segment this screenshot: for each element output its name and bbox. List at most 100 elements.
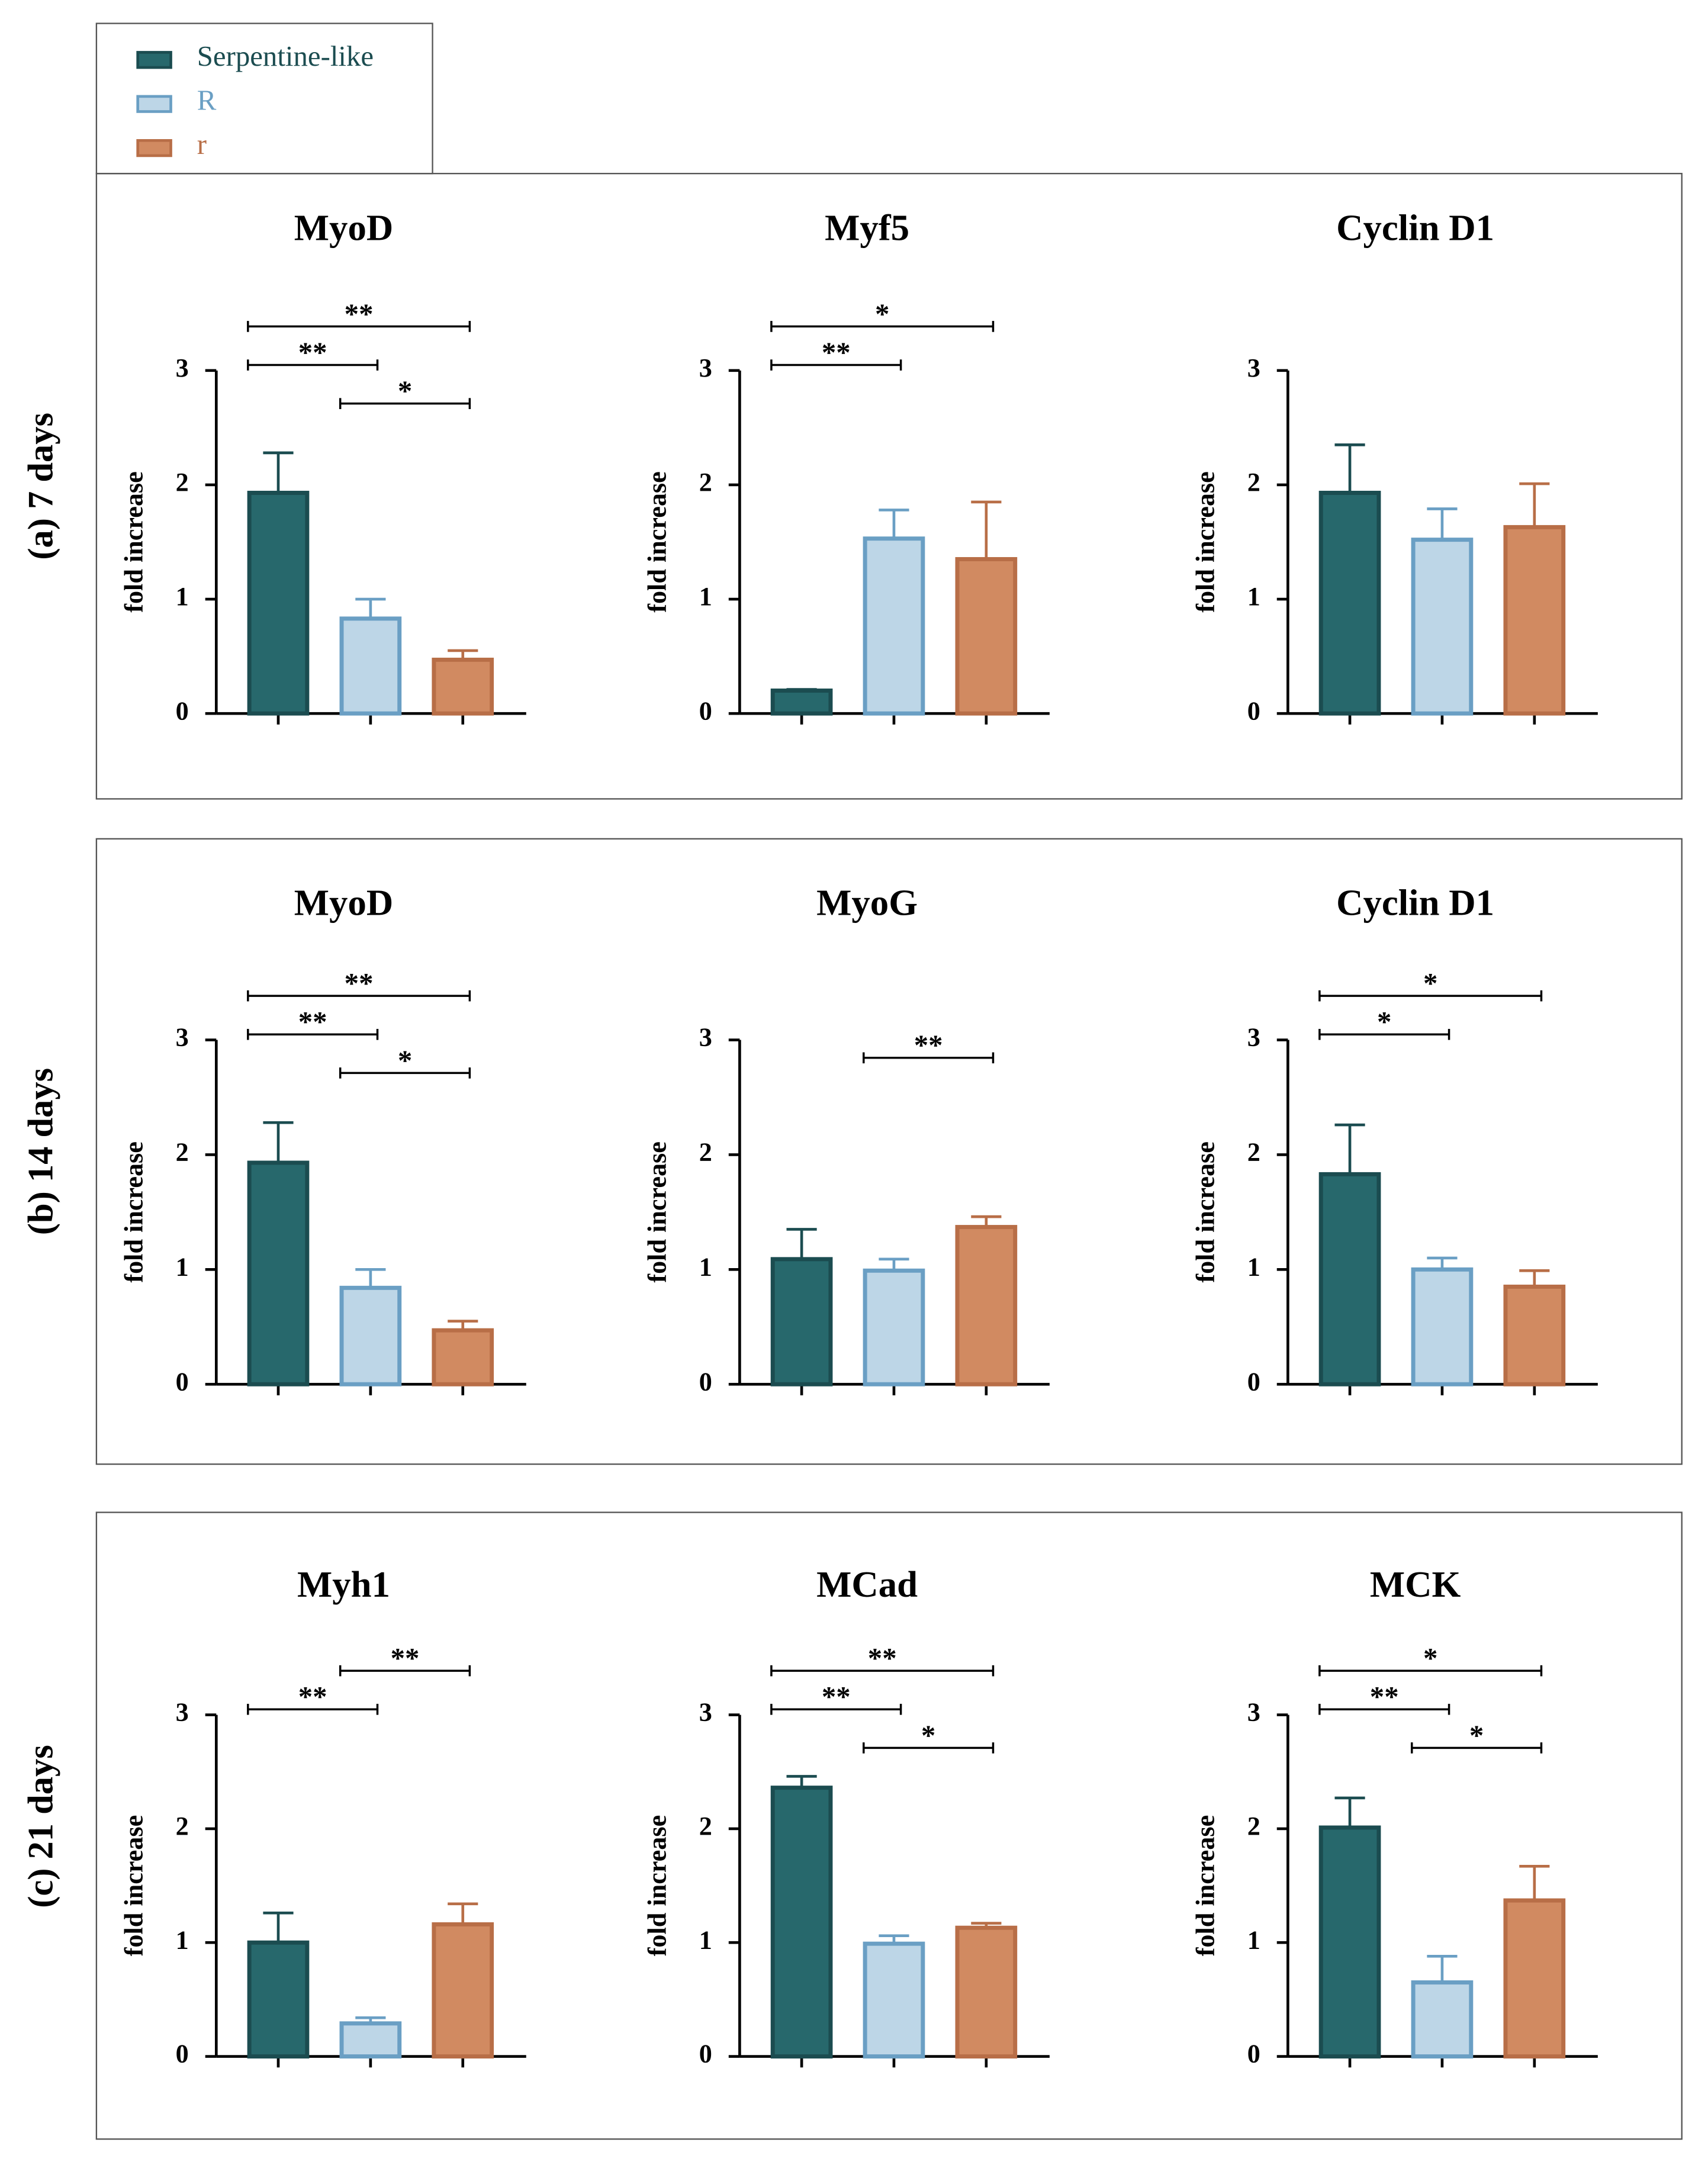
bar: [863, 536, 925, 716]
y-tick-label: 1: [699, 582, 712, 611]
y-tick-label: 0: [176, 2040, 189, 2069]
bar: [770, 1786, 833, 2059]
y-tick-label: 0: [1247, 1367, 1260, 1396]
y-tick-label: 2: [176, 1812, 189, 1841]
bar: [770, 689, 833, 716]
y-tick-label: 2: [699, 468, 712, 497]
bar: [339, 616, 402, 716]
panel-box: [95, 1511, 1683, 2140]
bar: [1411, 1980, 1474, 2059]
legend-label: R: [197, 84, 217, 117]
y-axis-label: fold increase: [1191, 1815, 1220, 1957]
significance-label: **: [822, 336, 851, 368]
y-tick-label: 3: [176, 1023, 189, 1052]
y-tick-label: 2: [699, 1138, 712, 1167]
bar: [1411, 538, 1474, 716]
significance-label: *: [921, 1719, 935, 1751]
significance-label: *: [1469, 1719, 1484, 1751]
bar: [770, 1257, 833, 1387]
panel-box: [95, 838, 1683, 1465]
y-tick-label: 3: [699, 353, 712, 382]
y-axis-label: fold increase: [1191, 1141, 1220, 1283]
chart-title: Myf5: [825, 207, 909, 248]
y-axis-label: fold increase: [643, 471, 672, 613]
y-tick-label: 2: [1247, 1138, 1260, 1167]
significance-label: *: [875, 297, 889, 330]
y-tick-label: 0: [699, 696, 712, 725]
y-tick-label: 0: [1247, 696, 1260, 725]
y-tick-label: 1: [176, 1925, 189, 1954]
significance-label: **: [298, 336, 327, 368]
chart-title: MyoG: [816, 882, 918, 923]
y-axis-label: fold increase: [120, 1815, 149, 1957]
panel-box: [95, 172, 1683, 800]
bar: [339, 2021, 402, 2059]
y-tick-label: 0: [1247, 2040, 1260, 2069]
y-axis-label: fold increase: [120, 1141, 149, 1283]
chart-title: Cyclin D1: [1336, 207, 1494, 248]
bar: [432, 1328, 494, 1387]
bar: [863, 1941, 925, 2059]
chart-title: MCK: [1370, 1564, 1461, 1605]
significance-label: **: [1370, 1680, 1399, 1713]
significance-label: *: [1377, 1005, 1391, 1038]
y-tick-label: 0: [176, 696, 189, 725]
chart-title: MyoD: [294, 882, 393, 923]
bar: [1503, 525, 1566, 716]
y-tick-label: 3: [1247, 1698, 1260, 1727]
y-tick-label: 2: [176, 468, 189, 497]
bar: [863, 1268, 925, 1387]
y-tick-label: 0: [699, 1367, 712, 1396]
significance-label: *: [1423, 967, 1437, 999]
bar: [955, 1225, 1018, 1387]
row-label: (a) 7 days: [21, 413, 60, 560]
row-label: (c) 21 days: [21, 1745, 60, 1908]
y-tick-label: 0: [699, 2040, 712, 2069]
bar: [955, 557, 1018, 716]
y-axis-label: fold increase: [1191, 471, 1220, 613]
bar: [1318, 1172, 1381, 1387]
y-tick-label: 3: [1247, 353, 1260, 382]
y-tick-label: 1: [1247, 1925, 1260, 1954]
chart-title: Cyclin D1: [1336, 882, 1494, 923]
y-tick-label: 3: [699, 1023, 712, 1052]
significance-label: *: [398, 375, 412, 407]
y-tick-label: 1: [176, 1252, 189, 1281]
bar: [1503, 1284, 1566, 1387]
chart-title: MyoD: [294, 207, 393, 248]
significance-label: **: [345, 967, 374, 999]
y-axis-label: fold increase: [643, 1141, 672, 1283]
legend-label: Serpentine-like: [197, 40, 374, 72]
significance-label: **: [822, 1680, 851, 1713]
y-tick-label: 2: [699, 1812, 712, 1841]
y-axis-label: fold increase: [120, 471, 149, 613]
y-tick-label: 2: [1247, 468, 1260, 497]
bar: [432, 657, 494, 716]
y-tick-label: 1: [1247, 1252, 1260, 1281]
y-tick-label: 0: [176, 1367, 189, 1396]
significance-label: **: [391, 1642, 420, 1674]
y-tick-label: 2: [1247, 1812, 1260, 1841]
y-tick-label: 3: [699, 1698, 712, 1727]
significance-label: **: [345, 297, 374, 330]
row-label: (b) 14 days: [21, 1068, 60, 1235]
bar: [432, 1922, 494, 2059]
y-tick-label: 3: [176, 353, 189, 382]
significance-label: *: [398, 1044, 412, 1076]
legend-swatch: [136, 95, 172, 113]
bar: [247, 1940, 310, 2059]
chart-title: Myh1: [297, 1564, 390, 1605]
bar: [339, 1285, 402, 1387]
significance-label: *: [1423, 1642, 1437, 1674]
y-tick-label: 1: [176, 582, 189, 611]
y-tick-label: 1: [699, 1252, 712, 1281]
chart-title: MCad: [816, 1564, 918, 1605]
bar: [955, 1925, 1018, 2059]
legend-label: r: [197, 128, 207, 160]
legend-swatch: [136, 51, 172, 69]
bar: [1318, 1825, 1381, 2059]
bar: [247, 1160, 310, 1387]
y-tick-label: 3: [176, 1698, 189, 1727]
